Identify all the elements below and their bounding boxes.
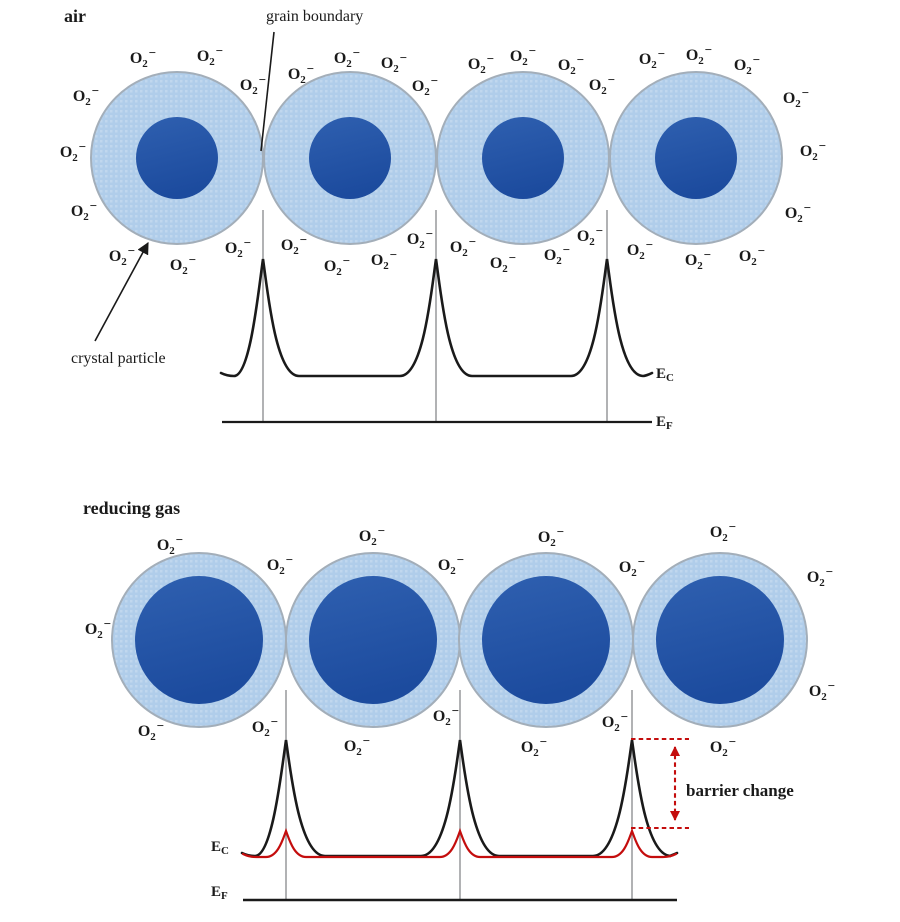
energy-band-layer [219,258,679,902]
crystal-particle-core [309,117,391,199]
conduction-band-curve-air-reference [240,739,679,858]
grain-boundary-lines-layer [262,210,633,900]
annotation-layer [94,31,689,830]
crystal-particle-core [135,576,263,704]
crystal-particle-core [136,117,218,199]
crystal-particles-layer [90,71,808,728]
crystal-particle-core [482,117,564,199]
crystal-particle-core [656,576,784,704]
crystal-particle-core [309,576,437,704]
crystal-particle-arrow [94,241,149,342]
grain-boundary-pointer-line [260,31,275,152]
conduction-band-curve-reduced [241,827,678,859]
conduction-band-curve-air [219,258,654,378]
crystal-particle-core [482,576,610,704]
crystal-particle-core [655,117,737,199]
